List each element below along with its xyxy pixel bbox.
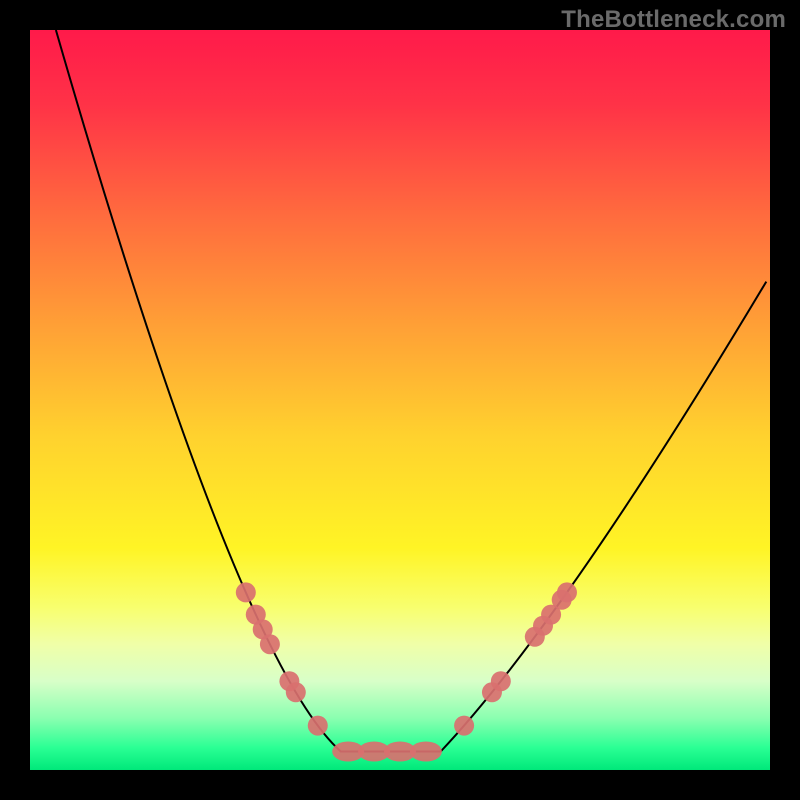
watermark-text: TheBottleneck.com — [561, 6, 786, 34]
data-point — [308, 716, 328, 736]
data-point — [557, 582, 577, 602]
data-point — [410, 742, 442, 762]
data-point — [491, 671, 511, 691]
data-point — [260, 634, 280, 654]
bottleneck-v-chart — [0, 0, 800, 800]
data-point — [286, 682, 306, 702]
chart-container: { "watermark": { "text": "TheBottleneck.… — [0, 0, 800, 800]
plot-background — [30, 30, 770, 770]
data-point — [454, 716, 474, 736]
data-point — [236, 582, 256, 602]
